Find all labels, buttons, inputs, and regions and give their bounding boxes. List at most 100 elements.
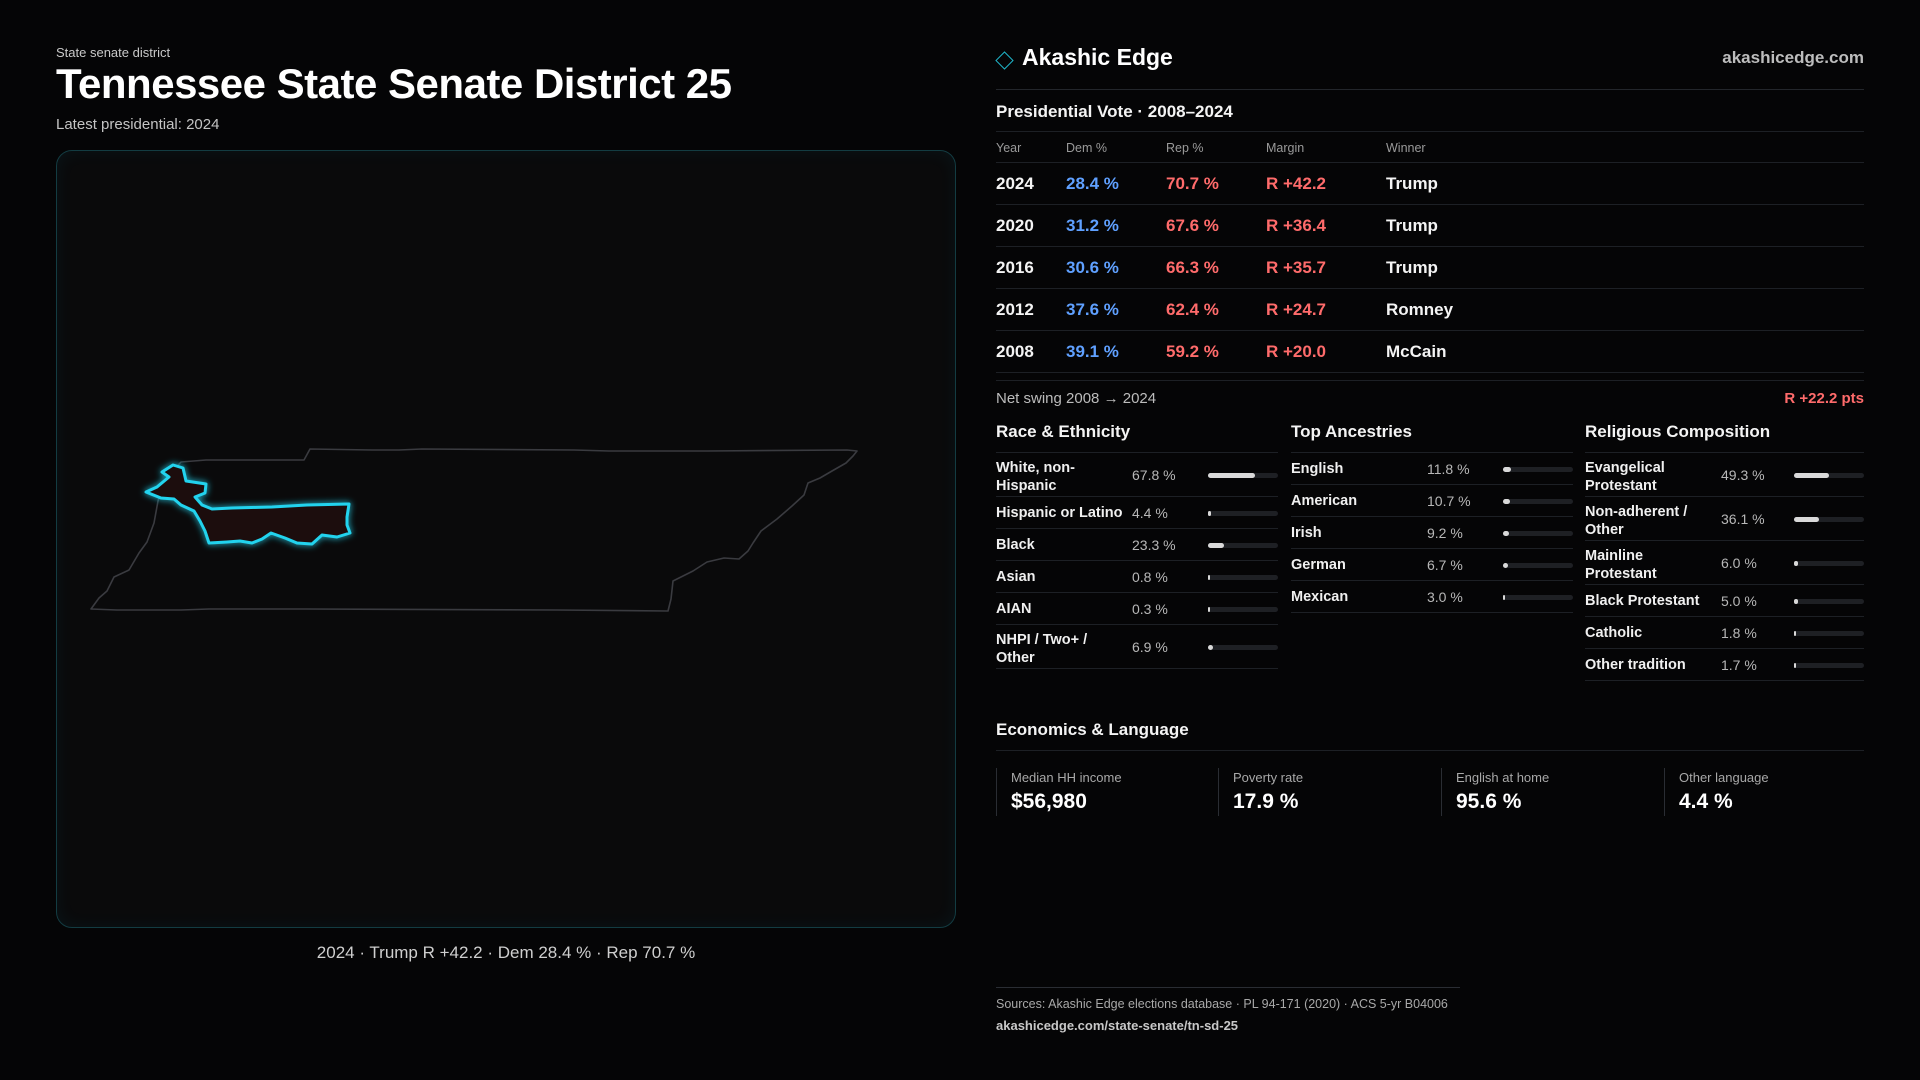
item-bar-fill	[1794, 662, 1796, 668]
item-bar-track	[1794, 662, 1864, 668]
brand-name: Akashic Edge	[1022, 44, 1173, 70]
table-row: 2008 39.1 % 59.2 % R +20.0 McCain	[996, 331, 1864, 373]
latest-presidential-label: Latest presidential: 2024	[56, 116, 220, 133]
item-value: 1.8 %	[1721, 624, 1757, 641]
economics-title: Economics & Language	[996, 720, 1189, 739]
item-bar-track	[1503, 530, 1573, 536]
dem-cell: 37.6 %	[1066, 300, 1119, 319]
district-map[interactable]	[56, 150, 956, 928]
col-rep: Rep %	[1166, 141, 1204, 155]
rep-cell: 66.3 %	[1166, 258, 1219, 277]
table-header: Year Dem % Rep % Margin Winner	[996, 131, 1864, 163]
list-item: Black Protestant 5.0 %	[1585, 585, 1864, 617]
item-label: Other tradition	[1585, 657, 1686, 673]
year-cell: 2016	[996, 258, 1034, 277]
item-label: Asian	[996, 569, 1036, 585]
item-bar-track	[1503, 466, 1573, 472]
section-title: Race & Ethnicity	[996, 422, 1131, 441]
stat-value: 95.6 %	[1456, 790, 1522, 813]
rep-cell: 70.7 %	[1166, 174, 1219, 193]
item-bar-track	[1208, 606, 1278, 612]
list-item: Black 23.3 %	[996, 529, 1278, 561]
stat-median-income: Median HH income $56,980	[996, 768, 1206, 816]
item-value: 36.1 %	[1721, 510, 1765, 527]
item-bar-fill	[1208, 472, 1256, 478]
list-item: NHPI / Two+ / Other 6.9 %	[996, 625, 1278, 669]
district-type-label: State senate district	[56, 45, 171, 60]
item-label: Black Protestant	[1585, 593, 1700, 609]
rep-cell: 59.2 %	[1166, 342, 1219, 361]
item-bar-track	[1794, 472, 1864, 478]
item-value: 67.8 %	[1132, 466, 1176, 483]
rep-cell: 67.6 %	[1166, 216, 1219, 235]
item-value: 6.7 %	[1427, 556, 1463, 573]
list-item: Mainline Protestant 6.0 %	[1585, 541, 1864, 585]
map-svg	[90, 448, 858, 612]
list-item: English 11.8 %	[1291, 453, 1573, 485]
margin-cell: R +24.7	[1266, 300, 1327, 319]
item-bar-fill	[1794, 472, 1829, 478]
item-value: 49.3 %	[1721, 466, 1765, 483]
item-label: Hispanic or Latino	[996, 505, 1123, 521]
list-item: German 6.7 %	[1291, 549, 1573, 581]
item-label: Black	[996, 537, 1035, 553]
map-caption: 2024 · Trump R +42.2 · Dem 28.4 % · Rep …	[316, 943, 696, 962]
item-bar-fill	[1503, 594, 1506, 600]
margin-cell: R +35.7	[1266, 258, 1327, 277]
winner-cell: Trump	[1386, 258, 1438, 277]
item-bar-track	[1794, 630, 1864, 636]
item-bar-fill	[1208, 606, 1210, 612]
table-row: 2012 37.6 % 62.4 % R +24.7 Romney	[996, 289, 1864, 331]
item-value: 6.0 %	[1721, 554, 1757, 571]
list-item: Catholic 1.8 %	[1585, 617, 1864, 649]
stat-other-language: Other language 4.4 %	[1664, 768, 1874, 816]
col-year: Year	[996, 141, 1022, 155]
item-bar-track	[1794, 598, 1864, 604]
col-margin: Margin	[1266, 141, 1305, 155]
item-bar-fill	[1503, 562, 1508, 568]
item-bar-track	[1208, 644, 1278, 650]
item-bar-track	[1794, 516, 1864, 522]
item-value: 23.3 %	[1132, 536, 1176, 553]
winner-cell: Romney	[1386, 300, 1454, 319]
item-bar-track	[1208, 510, 1278, 516]
item-label: Mexican	[1291, 589, 1349, 605]
brand-url-link[interactable]: akashicedge.com	[1722, 48, 1864, 67]
item-bar-fill	[1208, 510, 1212, 516]
section-title: Top Ancestries	[1291, 422, 1412, 441]
item-value: 6.9 %	[1132, 638, 1168, 655]
section-title: Religious Composition	[1585, 422, 1771, 441]
list-item: AIAN 0.3 %	[996, 593, 1278, 625]
item-bar-fill	[1794, 560, 1799, 566]
item-bar-track	[1503, 594, 1573, 600]
district-25-highlight[interactable]	[144, 463, 352, 546]
year-cell: 2008	[996, 342, 1034, 361]
year-cell: 2012	[996, 300, 1034, 319]
religion-list: Evangelical Protestant 49.3 % Non-adherent…	[1585, 452, 1864, 681]
item-label: Mainline Protestant	[1585, 548, 1657, 582]
year-cell: 2020	[996, 216, 1034, 235]
table-row: 2024 28.4 % 70.7 % R +42.2 Trump	[996, 163, 1864, 205]
item-label: German	[1291, 557, 1346, 573]
net-swing-row: Net swing 2008 → 2024 R +22.2 pts	[996, 380, 1864, 408]
dem-cell: 28.4 %	[1066, 174, 1119, 193]
list-item: Other tradition 1.7 %	[1585, 649, 1864, 681]
net-swing-value: R +22.2 pts	[1784, 390, 1864, 407]
state-outline	[90, 448, 858, 612]
rep-cell: 62.4 %	[1166, 300, 1219, 319]
item-bar-track	[1208, 574, 1278, 580]
col-dem: Dem %	[1066, 141, 1107, 155]
item-value: 5.0 %	[1721, 592, 1757, 609]
page-title: Tennessee State Senate District 25	[56, 60, 732, 107]
item-bar-fill	[1208, 644, 1213, 650]
dem-cell: 39.1 %	[1066, 342, 1119, 361]
item-bar-fill	[1794, 516, 1820, 522]
item-value: 0.8 %	[1132, 568, 1168, 585]
footer-url-link[interactable]: akashicedge.com/state-senate/tn-sd-25	[996, 1018, 1239, 1033]
divider	[996, 750, 1864, 751]
item-value: 11.8 %	[1427, 460, 1470, 477]
list-item: Evangelical Protestant 49.3 %	[1585, 453, 1864, 497]
list-item: White, non-Hispanic 67.8 %	[996, 453, 1278, 497]
margin-cell: R +36.4	[1266, 216, 1327, 235]
item-label: Evangelical Protestant	[1585, 460, 1665, 494]
